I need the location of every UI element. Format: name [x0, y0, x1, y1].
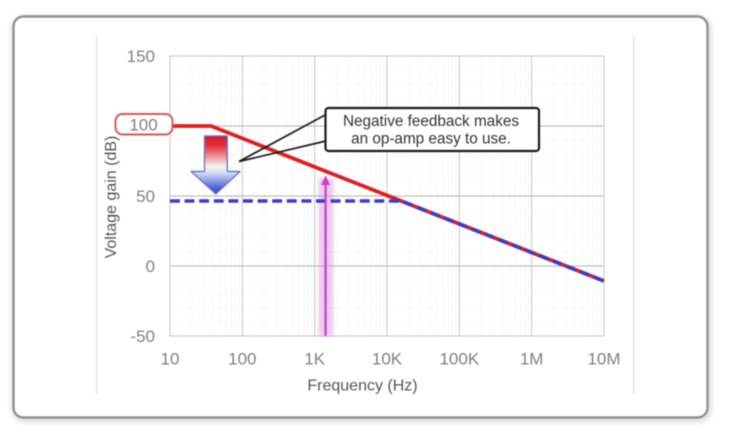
svg-text:100: 100 — [129, 116, 157, 135]
svg-text:Frequency (Hz): Frequency (Hz) — [307, 378, 417, 395]
svg-text:an op-amp easy to use.: an op-amp easy to use. — [351, 131, 511, 148]
svg-text:10: 10 — [161, 350, 180, 369]
svg-text:Negative feedback makes: Negative feedback makes — [343, 113, 519, 130]
svg-text:1K: 1K — [304, 350, 325, 369]
svg-text:1M: 1M — [520, 350, 544, 369]
svg-text:50: 50 — [136, 187, 155, 206]
svg-text:0: 0 — [146, 257, 155, 276]
svg-text:150: 150 — [127, 47, 155, 66]
svg-text:Voltage gain (dB): Voltage gain (dB) — [103, 136, 120, 259]
svg-text:10M: 10M — [587, 350, 620, 369]
svg-text:-50: -50 — [130, 327, 155, 346]
svg-text:10K: 10K — [372, 350, 403, 369]
svg-text:100K: 100K — [439, 350, 479, 369]
svg-text:100: 100 — [228, 350, 256, 369]
